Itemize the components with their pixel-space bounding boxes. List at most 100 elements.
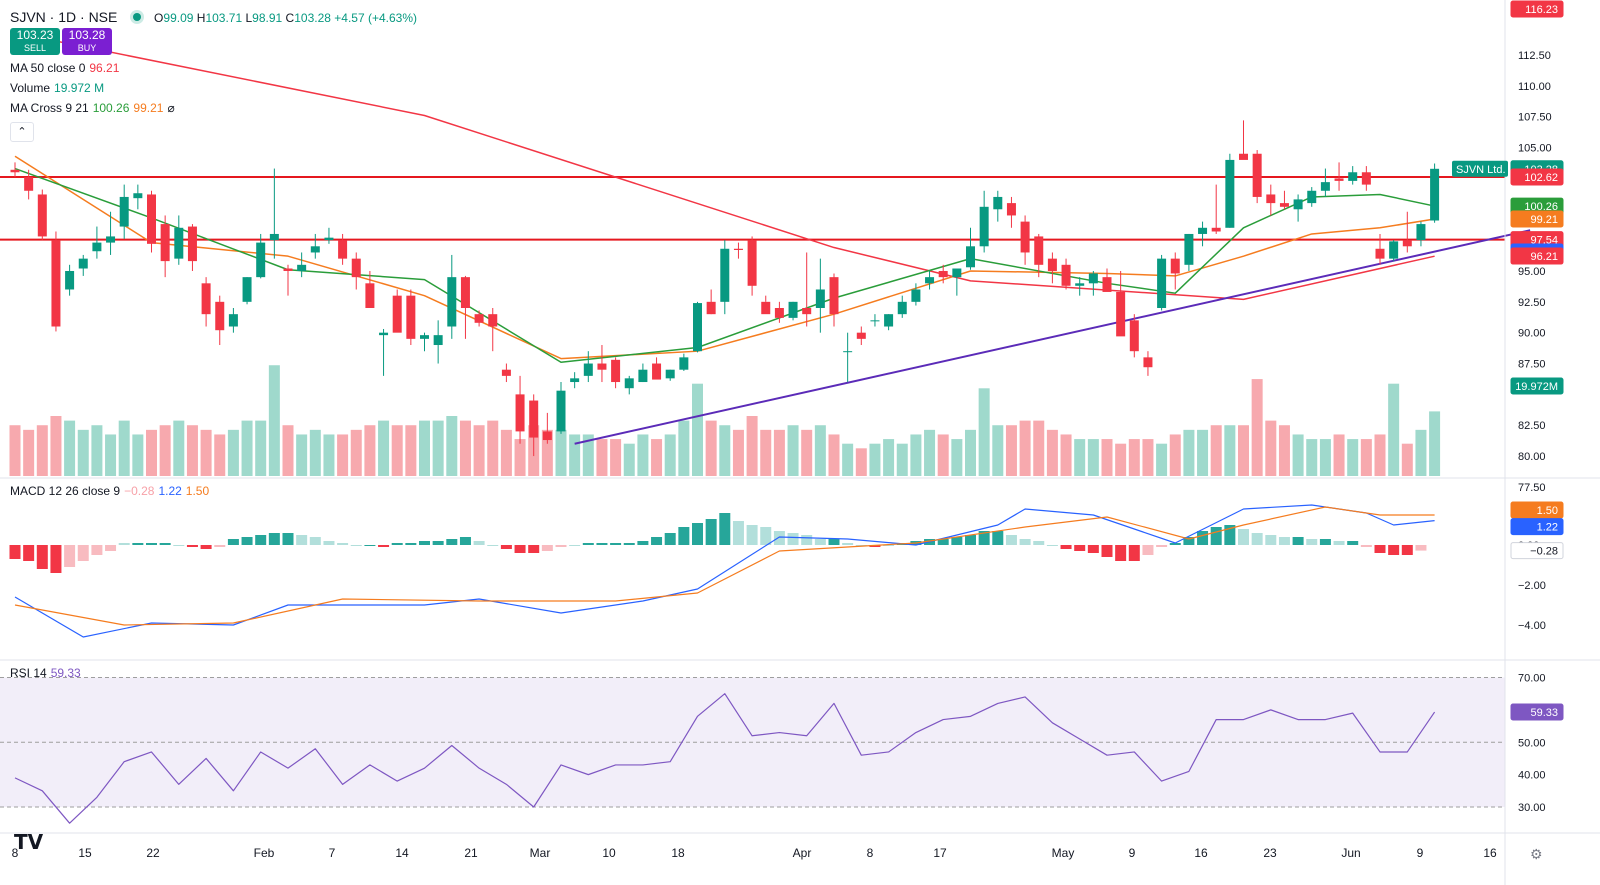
candle-body: [174, 227, 184, 259]
macd-hist-bar: [214, 545, 226, 547]
date-tick-label: 10: [602, 846, 616, 860]
volume-bar: [1347, 439, 1359, 476]
candle-body: [433, 335, 443, 346]
macd-hist-bar: [91, 545, 103, 555]
candle-body: [1252, 153, 1262, 197]
volume-bar: [1183, 429, 1195, 476]
high-value: 103.71: [205, 11, 243, 25]
volume-bar: [1374, 434, 1386, 476]
macd-hist-bar: [1360, 545, 1372, 547]
macd-label-bg: [1510, 501, 1564, 519]
date-tick-label: 16: [1194, 846, 1208, 860]
date-tick-label: Apr: [793, 846, 812, 860]
candle-body: [788, 301, 798, 318]
macd-hist-bar: [855, 545, 867, 546]
macd-hist-bar: [323, 541, 335, 545]
volume-bar: [978, 388, 990, 476]
close-label: C: [285, 11, 295, 25]
volume-bar: [883, 439, 895, 476]
ma50-value: 96.21: [89, 61, 120, 75]
axis-tick-label: 30.00: [1518, 802, 1546, 814]
volume-bar: [787, 425, 799, 476]
volume-bar: [1128, 439, 1140, 476]
volume-legend[interactable]: Volume 19.972 M: [10, 81, 104, 95]
close-value: 103.28: [294, 11, 331, 25]
volume-bar: [596, 439, 608, 476]
macross-legend[interactable]: MA Cross 9 21 100.26 99.21 ⌀: [10, 101, 175, 115]
rsi-line: [14, 693, 1436, 824]
candle-body: [1225, 159, 1235, 228]
volume-bar: [623, 443, 635, 476]
volume-bar: [1101, 439, 1113, 476]
date-tick-label: Jun: [1341, 846, 1360, 860]
volume-bar: [1415, 429, 1427, 476]
price-label: 102.62: [1524, 172, 1558, 184]
ma50-legend[interactable]: MA 50 close 0 96.21: [10, 61, 119, 75]
macd-hist-bar: [446, 539, 458, 545]
candle-body: [201, 283, 211, 315]
candle-body: [570, 378, 580, 383]
axis-tick-label: −2.00: [1518, 580, 1546, 592]
candle-body: [1129, 320, 1139, 352]
low-label: L: [245, 11, 253, 25]
rsi-legend[interactable]: RSI 14 59.33: [10, 666, 81, 680]
macd-hist-bar: [651, 537, 663, 545]
macd-hist-bar: [1197, 531, 1209, 545]
volume-label: 19.972M: [1515, 381, 1558, 393]
candle-body: [1348, 172, 1358, 181]
macd-hist-bar: [1156, 545, 1168, 547]
candle-body: [1198, 227, 1208, 234]
macd-hist-bar: [1005, 535, 1017, 545]
volume-bar: [23, 429, 35, 476]
candle-body: [1307, 190, 1317, 204]
open-label: O: [154, 11, 164, 25]
date-tick-label: 21: [464, 846, 478, 860]
volume-bar: [582, 434, 594, 476]
candle-body: [283, 268, 293, 271]
volume-bar: [268, 365, 280, 476]
symbol-title[interactable]: SJVN · 1D · NSE: [10, 9, 118, 25]
rsi-pane: [0, 677, 1505, 824]
date-tick-label: 8: [867, 846, 874, 860]
candle-body: [542, 431, 552, 441]
macd-hist-bar: [1415, 545, 1427, 551]
price-label-bg: [1510, 0, 1564, 18]
candle-body: [1320, 182, 1330, 191]
date-tick-label: 14: [395, 846, 409, 860]
volume-bar: [705, 420, 717, 476]
sell-button[interactable]: 103.23 SELL: [10, 28, 60, 55]
macd-hist-bar: [1210, 527, 1222, 545]
macd-line: [14, 504, 1435, 638]
tradingview-logo-icon[interactable]: TV: [14, 830, 44, 854]
volume-label: Volume: [10, 81, 51, 95]
chevron-up-icon[interactable]: ⌃: [10, 122, 34, 142]
macd-hist-bar: [1224, 525, 1236, 545]
candle-body: [1157, 258, 1167, 308]
candle-body: [1334, 178, 1344, 181]
volume-bar: [337, 434, 349, 476]
volume-bar: [378, 420, 390, 476]
date-tick-label: Feb: [254, 846, 275, 860]
buy-button[interactable]: 103.28 BUY: [62, 28, 112, 55]
gear-icon[interactable]: ⚙: [1530, 846, 1543, 862]
candle-body: [37, 194, 47, 237]
volume-bar: [9, 425, 21, 476]
volume-bar: [664, 434, 676, 476]
volume-bar: [309, 429, 321, 476]
macd-hist-value: −0.28: [124, 484, 155, 498]
macd-hist-bar: [432, 541, 444, 545]
price-label: 99.21: [1530, 214, 1558, 226]
candle-body: [925, 277, 935, 284]
volume-bar: [1115, 443, 1127, 476]
macd-hist-bar: [1033, 541, 1045, 545]
candle-body: [529, 400, 539, 438]
macd-hist-bar: [132, 543, 144, 545]
macd-hist-bar: [1115, 545, 1127, 561]
candle-body: [1102, 277, 1112, 292]
candle-body: [1047, 258, 1057, 271]
candle-body: [843, 351, 853, 353]
macd-legend[interactable]: MACD 12 26 close 9 −0.28 1.22 1.50: [10, 484, 209, 498]
volume-bar: [1238, 425, 1249, 476]
candle-body: [324, 237, 334, 241]
